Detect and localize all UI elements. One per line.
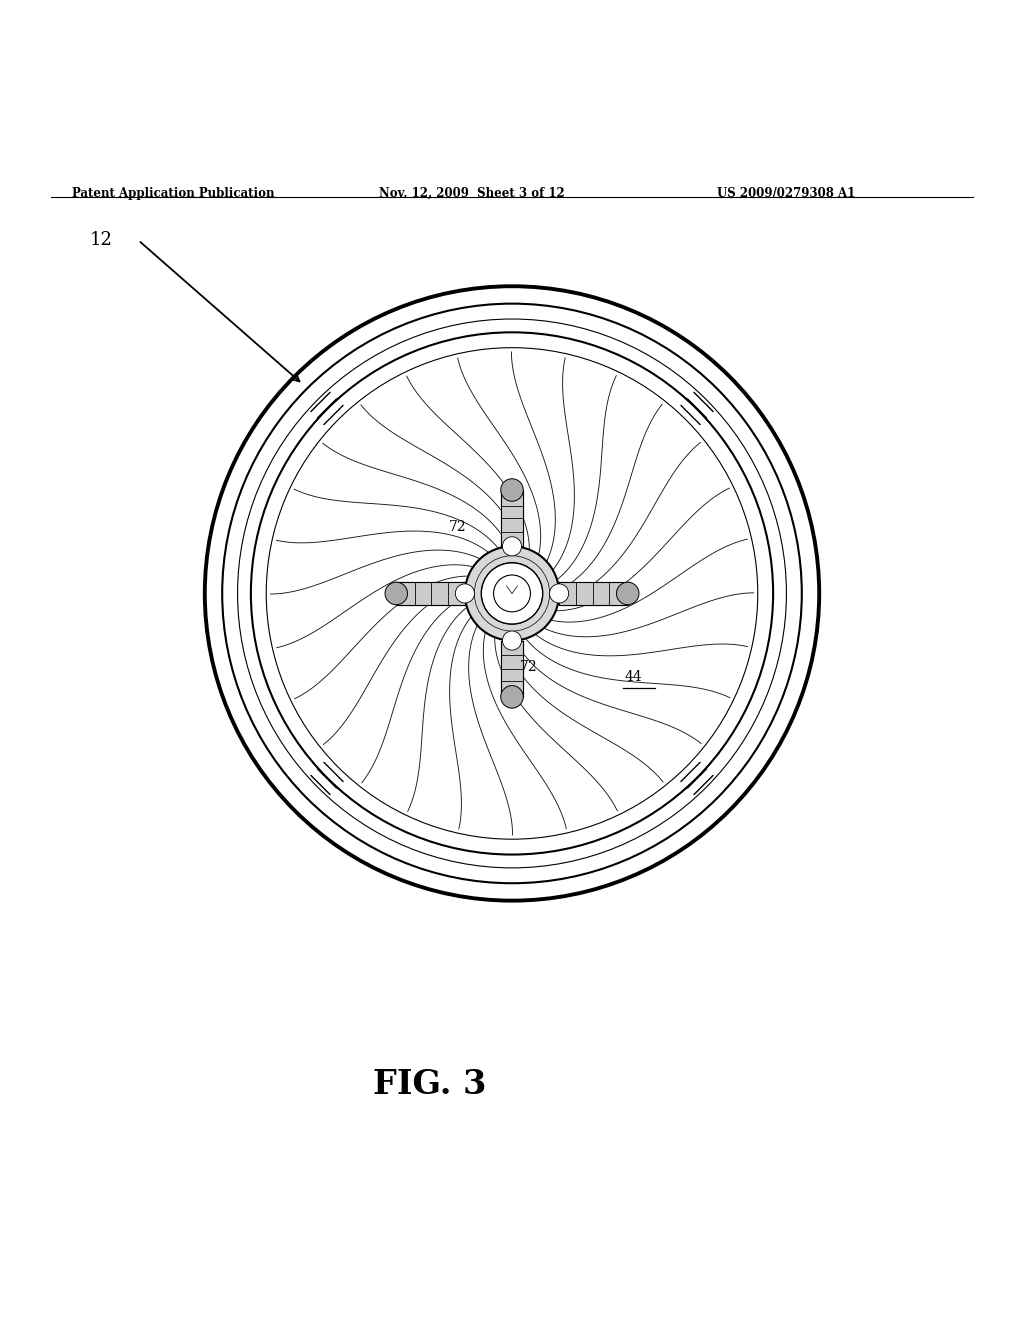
Polygon shape <box>501 490 523 546</box>
Circle shape <box>501 479 523 502</box>
Circle shape <box>465 546 559 640</box>
Circle shape <box>501 685 523 708</box>
Circle shape <box>266 347 758 840</box>
Text: FIG. 3: FIG. 3 <box>374 1068 486 1101</box>
Text: 72: 72 <box>520 660 538 675</box>
Circle shape <box>494 576 530 612</box>
Circle shape <box>481 562 543 624</box>
Circle shape <box>503 537 521 556</box>
Circle shape <box>385 582 408 605</box>
Text: 72: 72 <box>449 520 466 533</box>
Polygon shape <box>559 582 628 605</box>
Circle shape <box>456 583 474 603</box>
Polygon shape <box>396 582 465 605</box>
Text: Nov. 12, 2009  Sheet 3 of 12: Nov. 12, 2009 Sheet 3 of 12 <box>379 187 564 199</box>
Circle shape <box>550 583 568 603</box>
Polygon shape <box>501 640 523 697</box>
Text: US 2009/0279308 A1: US 2009/0279308 A1 <box>717 187 855 199</box>
Text: Patent Application Publication: Patent Application Publication <box>72 187 274 199</box>
Text: 44: 44 <box>625 671 642 684</box>
Text: 12: 12 <box>90 231 113 249</box>
Circle shape <box>616 582 639 605</box>
Circle shape <box>503 631 521 651</box>
